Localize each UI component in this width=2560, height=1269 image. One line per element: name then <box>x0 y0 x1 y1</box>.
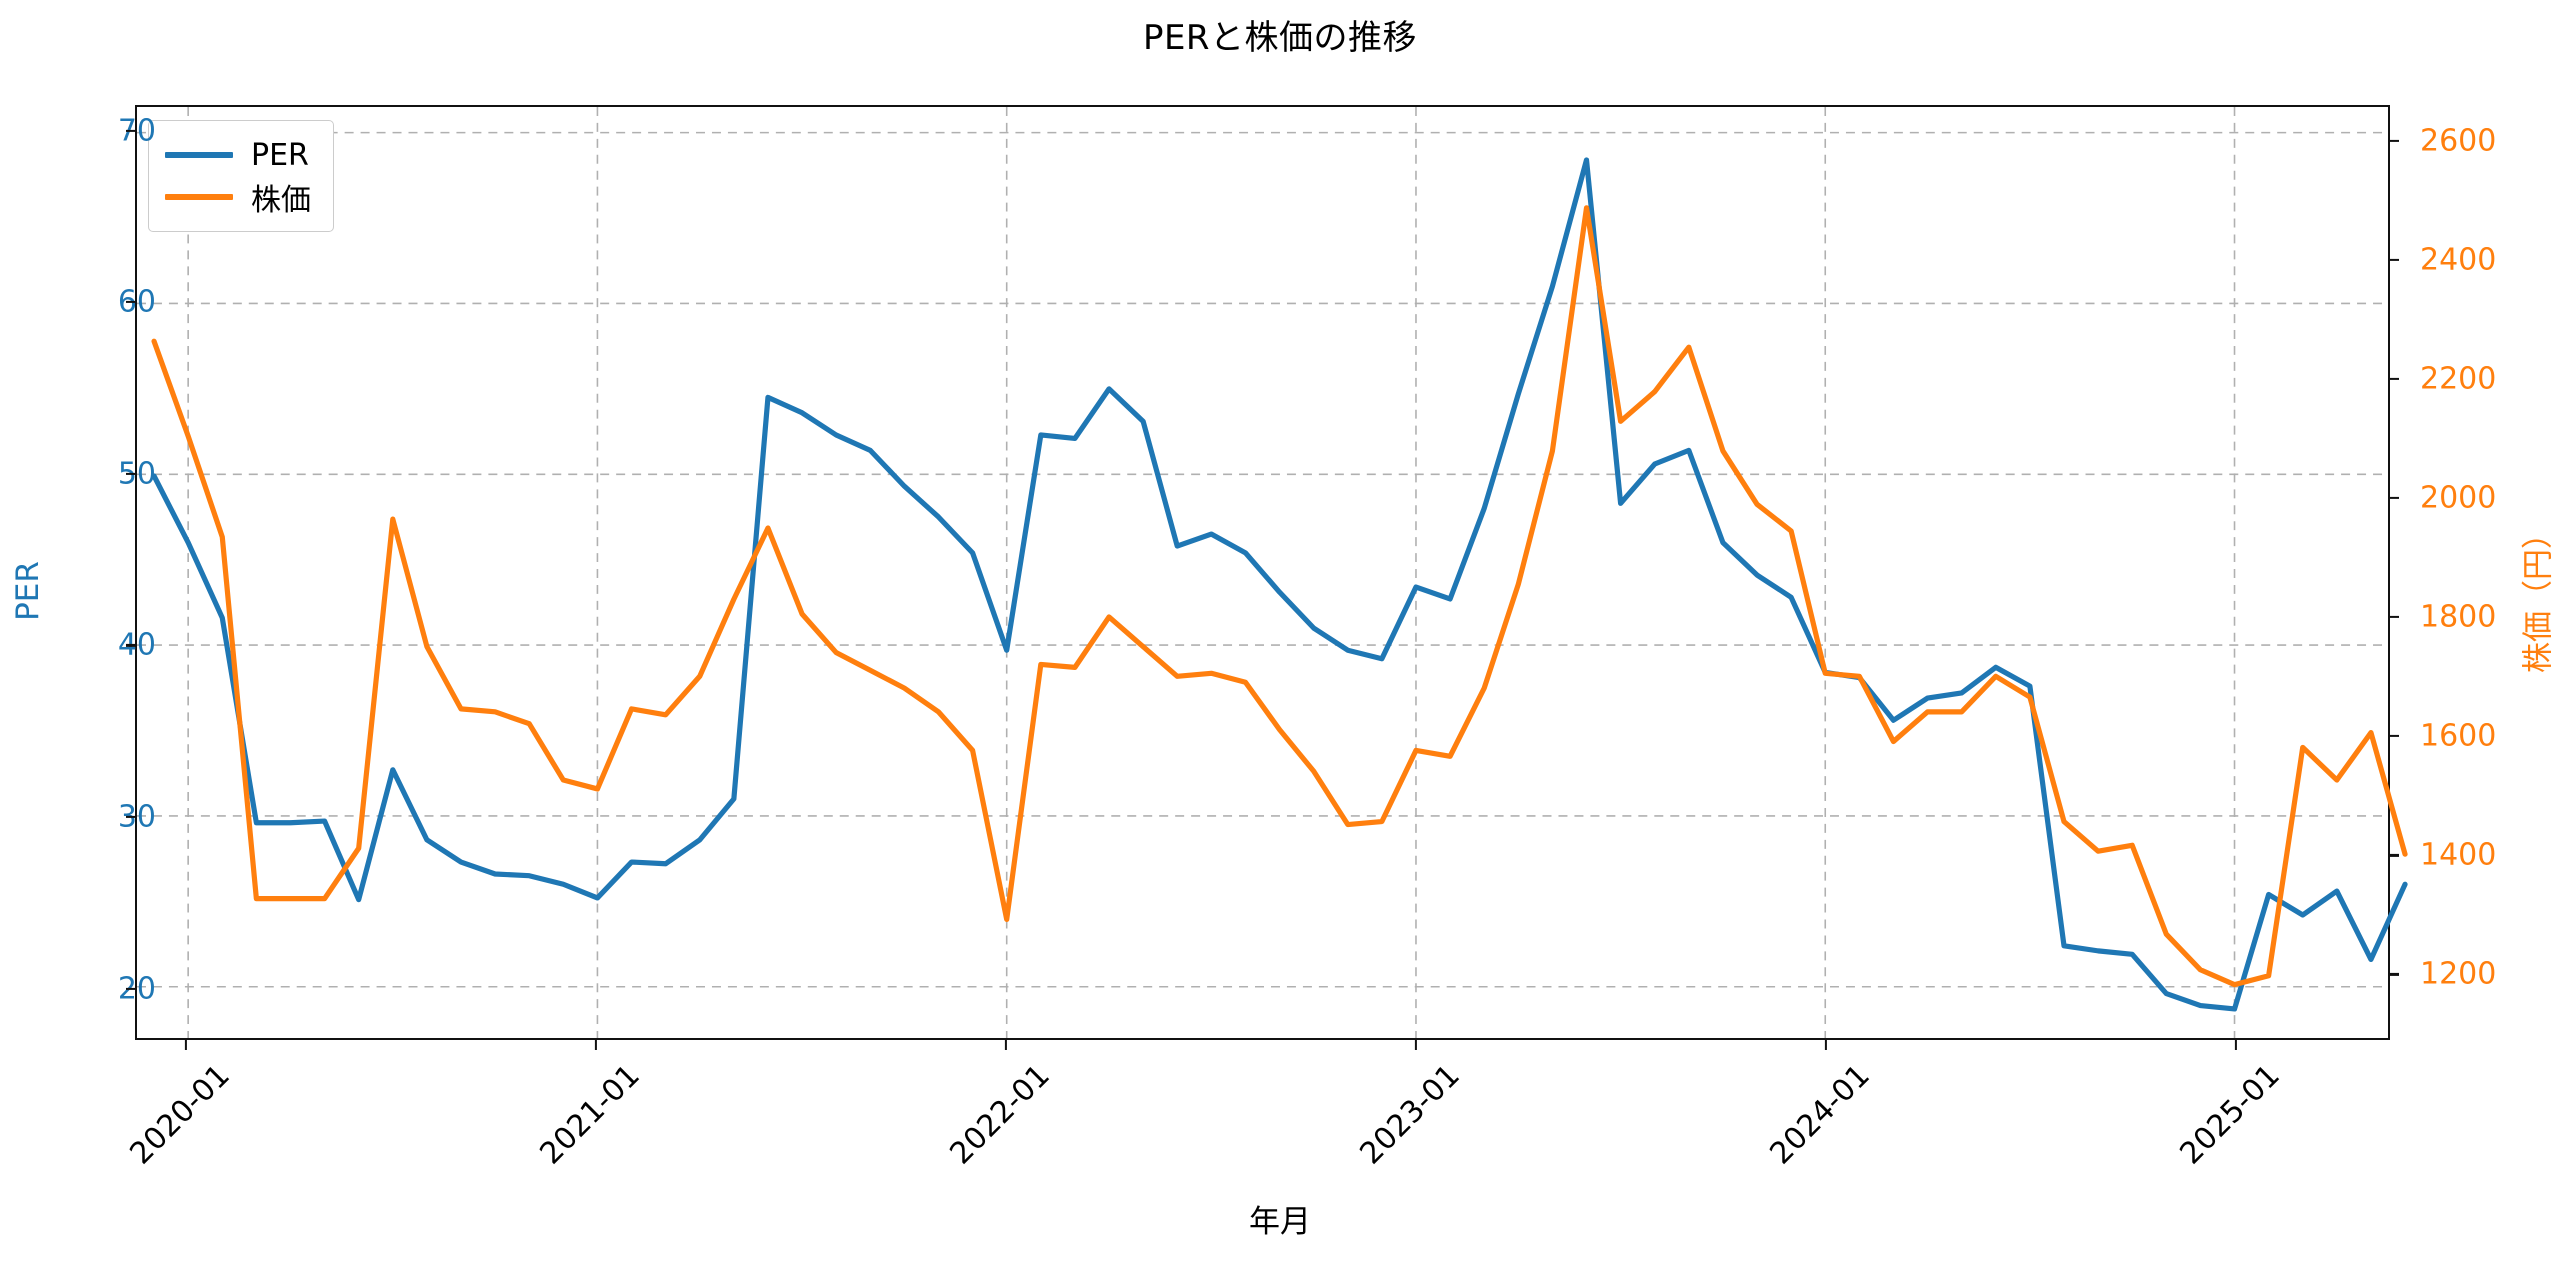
y-axis-right-tick-label: 1200 <box>2420 956 2497 992</box>
y-axis-left-tick-label: 60 <box>117 284 156 320</box>
x-axis-tick-label: 2024-01 <box>1763 1058 1877 1172</box>
y-axis-right-tick-mark <box>2390 496 2399 500</box>
y-axis-right-tick-label: 2200 <box>2420 361 2497 397</box>
y-axis-left-tick-mark <box>126 644 135 647</box>
x-axis-title: 年月 <box>1249 1204 1311 1240</box>
y-axis-right-title: 株価（円） <box>2520 518 2557 673</box>
gridlines <box>137 107 2388 1038</box>
page-title: PERと株価の推移 <box>1142 18 1418 58</box>
y-axis-left-tick-label: 20 <box>117 971 156 1007</box>
y-axis-right-tick-mark <box>2390 139 2399 142</box>
y-axis-left-tick-mark <box>126 472 135 475</box>
y-axis-left-tick-mark <box>126 815 135 819</box>
legend-item-stock-price[interactable]: 株価 <box>165 176 311 218</box>
y-axis-left-tick-label: 70 <box>117 113 156 149</box>
y-axis-right-tick-mark <box>2390 854 2399 857</box>
x-axis-tick-mark <box>185 1040 188 1050</box>
y-axis-right-tick-label: 2600 <box>2420 123 2497 159</box>
legend-item-per[interactable]: PER <box>165 134 311 176</box>
y-axis-left-tick-label: 50 <box>117 456 156 492</box>
y-axis-left-title: PER <box>10 561 46 621</box>
y-axis-right-tick-mark <box>2390 258 2399 261</box>
x-axis-tick-label: 2025-01 <box>2173 1058 2287 1172</box>
x-axis-tick-mark <box>1825 1040 1828 1050</box>
x-axis-tick-mark <box>1415 1040 1418 1050</box>
y-axis-left-tick-mark <box>126 129 135 132</box>
legend-swatch-icon <box>165 194 233 200</box>
x-axis-tick-mark <box>1005 1040 1008 1050</box>
legend-item-label: 株価 <box>251 183 311 218</box>
x-axis-tick-label: 2020-01 <box>123 1058 237 1172</box>
y-axis-right-tick-label: 2400 <box>2420 242 2497 278</box>
y-axis-right-tick-mark <box>2390 377 2399 381</box>
x-axis-tick-label: 2021-01 <box>533 1058 647 1172</box>
x-axis-tick-mark <box>595 1040 598 1050</box>
y-axis-left-tick-label: 40 <box>117 627 156 663</box>
y-axis-right-tick-mark <box>2390 973 2399 976</box>
y-axis-right-tick-label: 1800 <box>2420 599 2497 635</box>
y-axis-left-tick-mark <box>126 987 135 990</box>
legend-item-label: PER <box>251 137 309 173</box>
series-lines <box>151 157 2408 1012</box>
y-axis-right-tick-mark <box>2390 735 2399 738</box>
plot-area <box>135 105 2408 1040</box>
y-axis-right-tick-label: 1600 <box>2420 718 2497 754</box>
y-axis-left-tick-mark <box>126 301 135 304</box>
legend-swatch-icon <box>165 152 233 158</box>
x-axis-tick-label: 2023-01 <box>1353 1058 1467 1172</box>
x-axis-tick-mark <box>2235 1040 2238 1050</box>
y-axis-right-tick-label: 1400 <box>2420 837 2497 873</box>
x-axis-tick-label: 2022-01 <box>943 1058 1057 1172</box>
legend[interactable]: PER 株価 <box>148 120 334 232</box>
y-axis-left-tick-label: 30 <box>117 799 156 835</box>
y-axis-right-tick-mark <box>2390 616 2399 619</box>
y-axis-right-tick-label: 2000 <box>2420 480 2497 516</box>
